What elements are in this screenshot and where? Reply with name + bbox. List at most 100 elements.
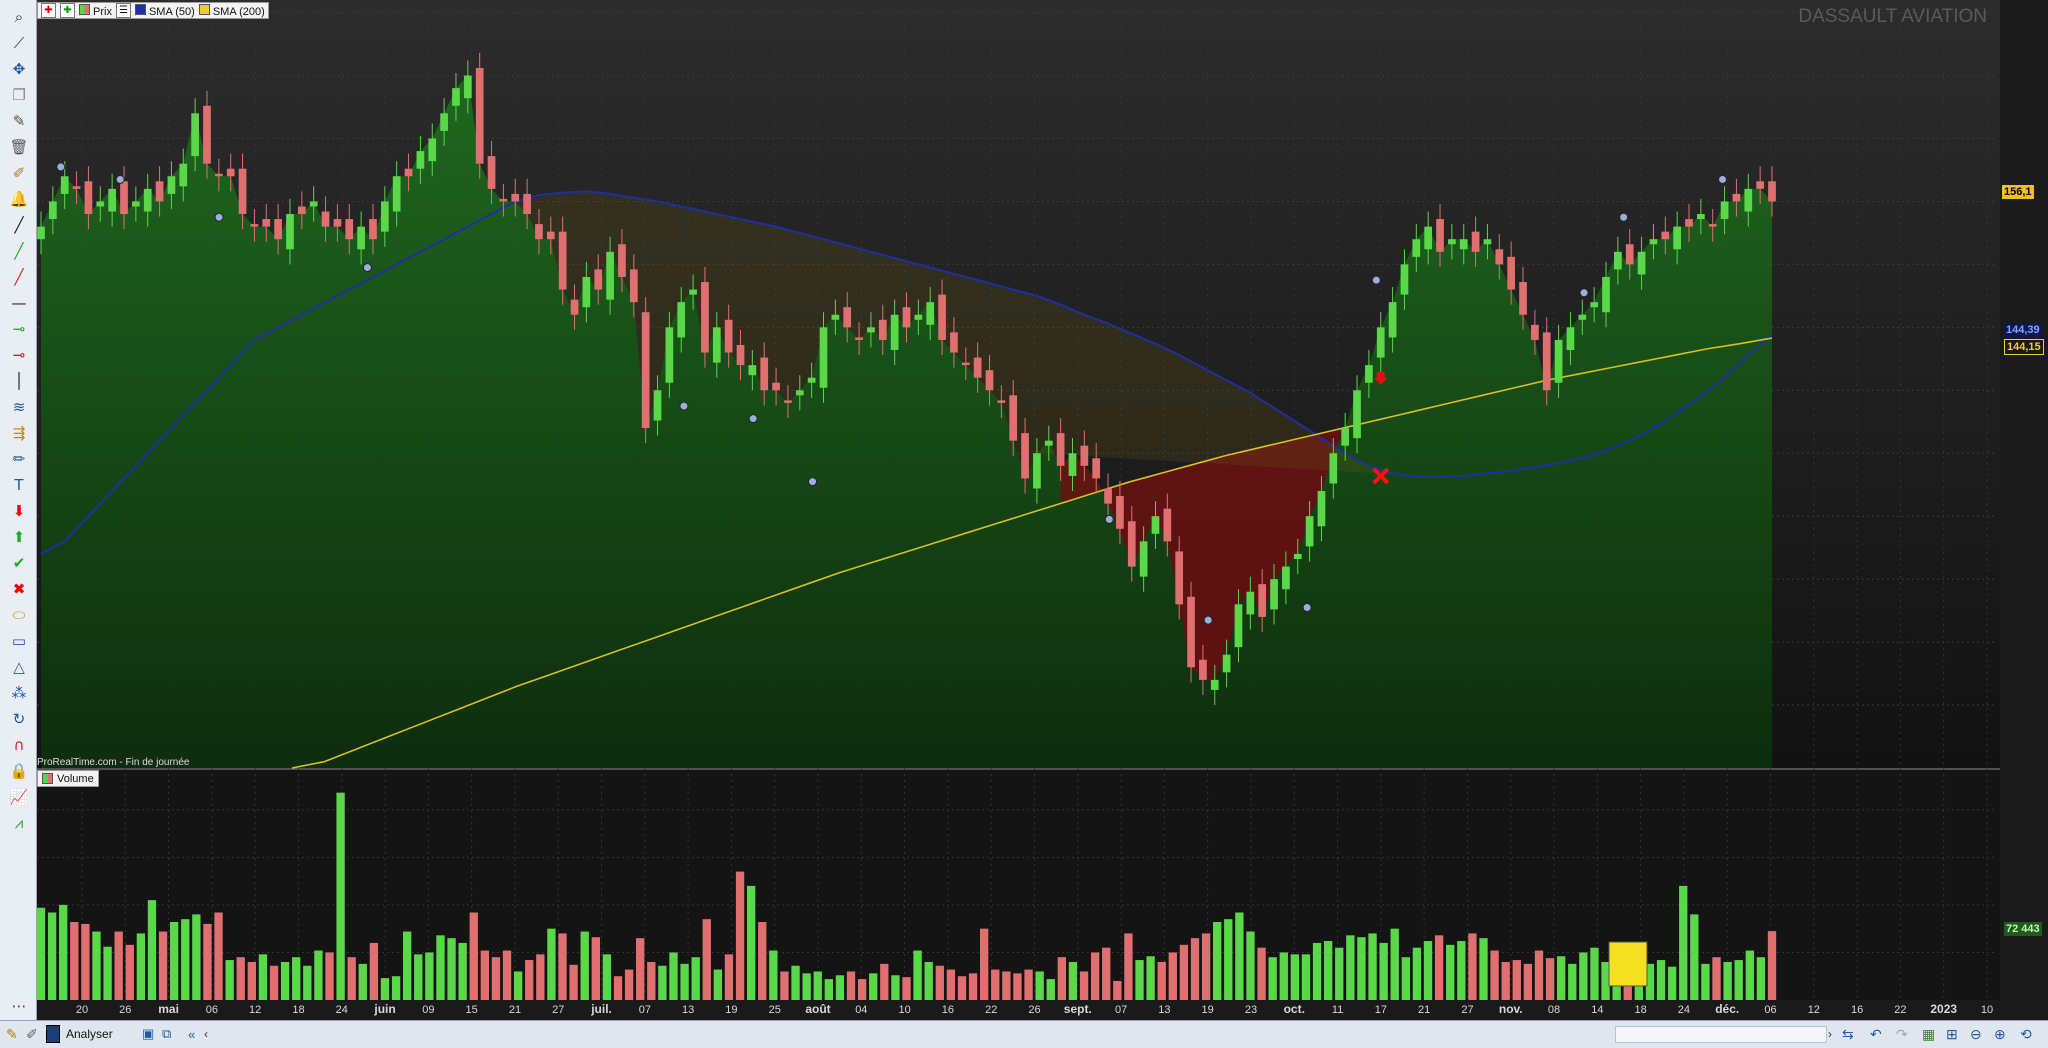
text-icon[interactable]: T	[14, 475, 24, 494]
move-icon[interactable]: ✥	[12, 59, 26, 78]
list-icon[interactable]: ☰	[115, 3, 131, 18]
check-icon[interactable]: ✔	[12, 553, 26, 572]
candle-body	[250, 224, 259, 227]
volume-bar	[636, 938, 645, 1000]
volume-bar	[447, 938, 456, 1000]
volume-bar	[1346, 935, 1355, 1000]
scroll-start-icon[interactable]: «	[188, 1026, 196, 1042]
dividend-marker-icon	[748, 414, 758, 424]
close-chart-icon[interactable]: ✚	[41, 3, 56, 18]
candle-body	[214, 173, 223, 177]
horizontal-scrollbar[interactable]	[1615, 1026, 1827, 1043]
candle-body	[1507, 256, 1516, 290]
volume-bar	[414, 954, 423, 1000]
triangle-icon[interactable]: △	[13, 657, 25, 676]
volume-bar	[1701, 963, 1710, 1000]
volume-bar	[1656, 960, 1666, 1000]
volume-bar	[1690, 914, 1699, 1000]
chart-area[interactable]: 1701651601551501451401351301251201152026…	[37, 0, 2000, 1020]
green-line-icon[interactable]: ╱	[14, 241, 24, 260]
candle-body	[345, 219, 354, 240]
time-tick-label: 24	[1678, 1004, 1690, 1016]
bell-icon[interactable]: 🔔	[9, 189, 29, 208]
time-tick-label: 26	[119, 1004, 131, 1016]
volume-bar	[724, 954, 734, 1000]
rotate-icon[interactable]: ↻	[12, 709, 26, 728]
analyser-button[interactable]: Analyser	[46, 1025, 113, 1043]
cross-icon[interactable]: ✖	[12, 579, 26, 598]
sma200-legend-item[interactable]: SMA (200)	[198, 3, 265, 18]
channel-icon[interactable]: ⩘	[14, 813, 24, 832]
volume-bar	[1490, 950, 1499, 1000]
candle-body	[1175, 551, 1184, 605]
add-indicator-icon[interactable]: ✚	[60, 3, 75, 18]
candle-body	[890, 314, 899, 351]
trash-icon[interactable]: 🗑	[9, 137, 29, 156]
scroll-right-icon[interactable]: ›	[1828, 1027, 1832, 1041]
sma50-legend-item[interactable]: SMA (50)	[134, 3, 195, 18]
indicator-icon[interactable]: 📈	[9, 787, 29, 806]
red-line-icon[interactable]: ╱	[14, 267, 24, 286]
volume-bar	[458, 942, 467, 1000]
zoom-out-icon[interactable]: ⊖	[1970, 1025, 1982, 1042]
zoom-area-icon[interactable]: ⊞	[1946, 1025, 1958, 1042]
windows-icon[interactable]: ⧉	[162, 1026, 172, 1041]
time-tick-label: 11	[1332, 1004, 1343, 1016]
candle-body	[807, 377, 816, 383]
points-icon[interactable]: ⁂	[11, 683, 27, 702]
hline2-icon[interactable]: ⊸	[12, 319, 26, 338]
draw-tool-icon[interactable]: ✐	[26, 1025, 38, 1042]
candle-body	[701, 282, 709, 353]
candle-body	[1258, 584, 1267, 617]
copy-icon[interactable]: ❐	[12, 85, 26, 104]
volume-bar	[1068, 961, 1078, 1000]
candle-body	[1009, 395, 1018, 441]
line-icon[interactable]: ╱	[14, 215, 24, 234]
lock-icon[interactable]: 🔒	[9, 761, 29, 780]
window-icon[interactable]: ▣	[142, 1026, 155, 1041]
dividend-marker-icon	[115, 174, 125, 184]
hline3-icon[interactable]: ⊸	[12, 345, 26, 364]
magnifier-icon[interactable]: ⌕	[14, 7, 24, 26]
fib-icon[interactable]: ≋	[12, 397, 26, 416]
chart-settings-icon[interactable]: ▦	[1922, 1025, 1936, 1042]
ellipse-icon[interactable]: ⬭	[12, 605, 26, 624]
volume-bar	[391, 976, 401, 1000]
volume-bar	[380, 978, 390, 1000]
time-tick-label: juil.	[590, 1002, 612, 1016]
pencil-tool-icon[interactable]: ✎	[6, 1025, 18, 1042]
volume-bar	[314, 950, 323, 1000]
brush-icon[interactable]: ✎	[12, 111, 26, 130]
volume-bar	[924, 961, 933, 1000]
zoom-reset-icon[interactable]: ⟲	[2020, 1025, 2032, 1042]
ruler-icon[interactable]: ⟋	[13, 33, 25, 52]
candle-body	[1210, 679, 1219, 690]
redo-icon[interactable]: ↷	[1896, 1025, 1908, 1042]
candle-body	[1139, 541, 1148, 577]
pencil-icon[interactable]: ✏	[12, 449, 26, 468]
volume-bar	[913, 950, 922, 1000]
more-tools-icon[interactable]: ⋯	[11, 996, 27, 1015]
vline-icon[interactable]: │	[14, 371, 24, 390]
rectangle-icon[interactable]: ▭	[11, 631, 27, 650]
magnet-icon[interactable]: ∩	[13, 735, 25, 754]
pen-icon[interactable]: ✐	[12, 163, 26, 182]
sync-icon[interactable]: ⇆	[1842, 1025, 1854, 1042]
candle-body	[629, 269, 638, 303]
fan-icon[interactable]: ⇶	[12, 423, 26, 442]
hline-icon[interactable]: —	[11, 293, 27, 312]
zoom-in-icon[interactable]: ⊕	[1994, 1025, 2006, 1042]
volume-bar	[1379, 942, 1388, 1000]
up-arrow-icon[interactable]: ⬆	[12, 527, 26, 546]
volume-bar	[1201, 933, 1211, 1000]
down-arrow-icon[interactable]: ⬇	[12, 501, 26, 520]
scroll-left-icon[interactable]: ‹	[204, 1027, 208, 1041]
volume-legend[interactable]: Volume	[37, 770, 99, 787]
sma200-line	[291, 337, 1773, 769]
price-chart-svg[interactable]: 1701651601551501451401351301251201152026…	[37, 0, 2000, 1020]
volume-bar	[835, 975, 845, 1000]
undo-icon[interactable]: ↶	[1870, 1025, 1882, 1042]
volume-bar	[1301, 954, 1311, 1000]
price-legend-item[interactable]: Prix	[79, 3, 112, 18]
time-tick-label: sept.	[1064, 1002, 1092, 1016]
